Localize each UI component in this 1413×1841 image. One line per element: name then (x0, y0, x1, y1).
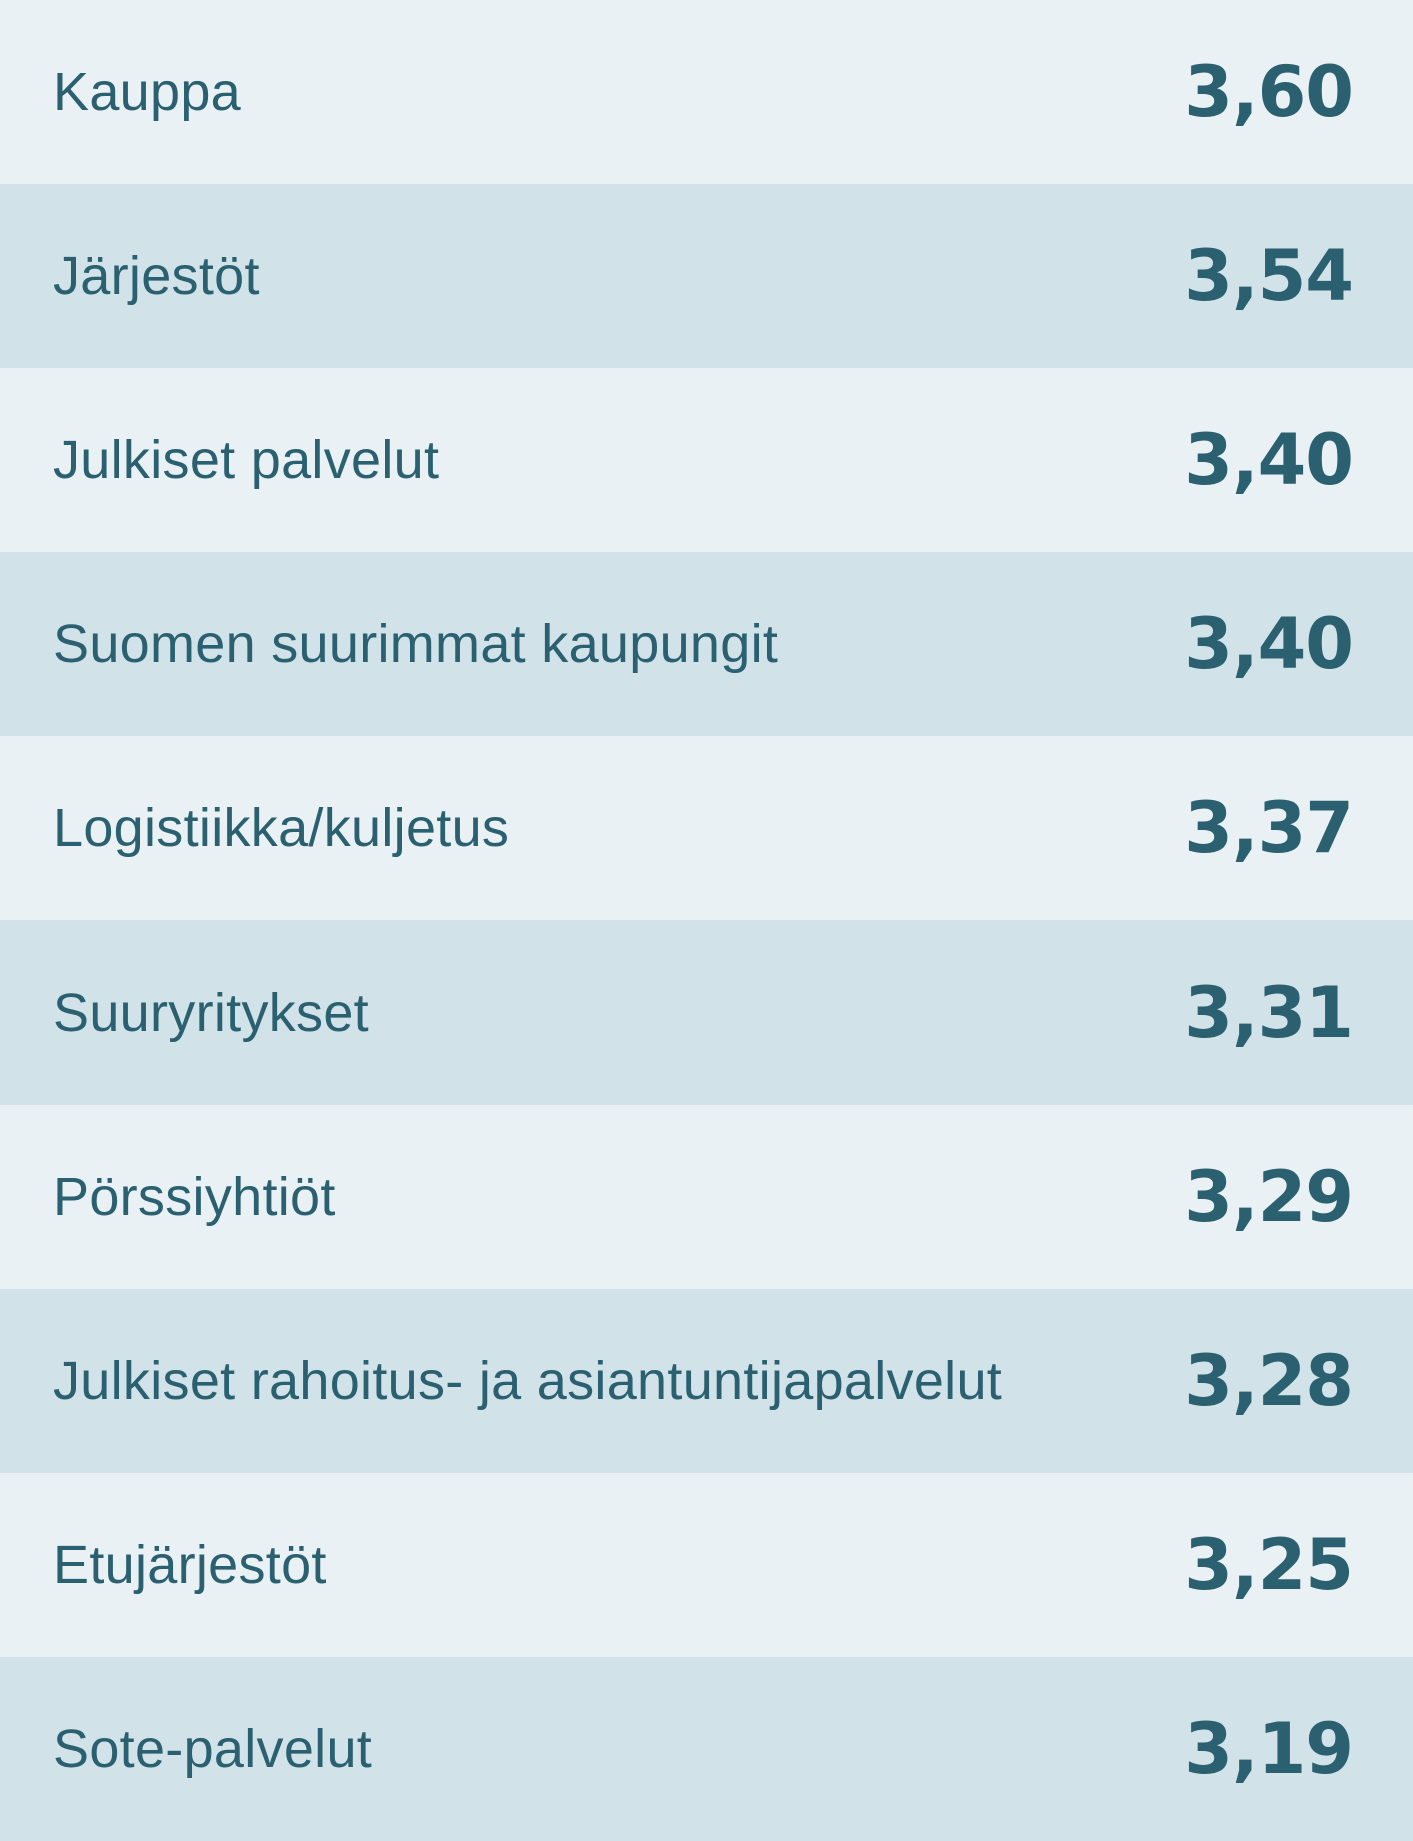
row-value: 3,19 (1184, 1707, 1354, 1790)
row-label: Logistiikka/kuljetus (53, 798, 510, 859)
row-value: 3,40 (1184, 419, 1354, 502)
list-item: Julkiset palvelut 3,40 (0, 368, 1413, 553)
list-item: Etujärjestöt 3,25 (0, 1472, 1413, 1657)
row-label: Järjestöt (53, 246, 260, 307)
row-value: 3,60 (1184, 51, 1354, 134)
row-value: 3,29 (1184, 1155, 1354, 1238)
row-label: Julkiset rahoitus- ja asiantuntijapalvel… (53, 1350, 1003, 1411)
list-item: Sote-palvelut 3,19 (0, 1656, 1413, 1841)
row-value: 3,25 (1184, 1523, 1354, 1606)
row-value: 3,40 (1184, 603, 1354, 686)
row-value: 3,28 (1184, 1339, 1354, 1422)
row-label: Pörssiyhtiöt (53, 1166, 336, 1227)
row-value: 3,37 (1184, 787, 1354, 870)
row-label: Suuryritykset (53, 982, 369, 1043)
list-item: Suuryritykset 3,31 (0, 920, 1413, 1105)
row-value: 3,54 (1184, 235, 1354, 318)
row-label: Sote-palvelut (53, 1718, 373, 1779)
list-item: Järjestöt 3,54 (0, 184, 1413, 369)
row-label: Julkiset palvelut (53, 430, 440, 491)
row-label: Suomen suurimmat kaupungit (53, 614, 779, 675)
list-item: Pörssiyhtiöt 3,29 (0, 1104, 1413, 1289)
list-item: Julkiset rahoitus- ja asiantuntijapalvel… (0, 1288, 1413, 1473)
list-item: Kauppa 3,60 (0, 0, 1413, 185)
row-value: 3,31 (1184, 971, 1354, 1054)
list-item: Logistiikka/kuljetus 3,37 (0, 736, 1413, 921)
list-item: Suomen suurimmat kaupungit 3,40 (0, 552, 1413, 737)
row-label: Etujärjestöt (53, 1534, 327, 1595)
row-label: Kauppa (53, 62, 241, 123)
